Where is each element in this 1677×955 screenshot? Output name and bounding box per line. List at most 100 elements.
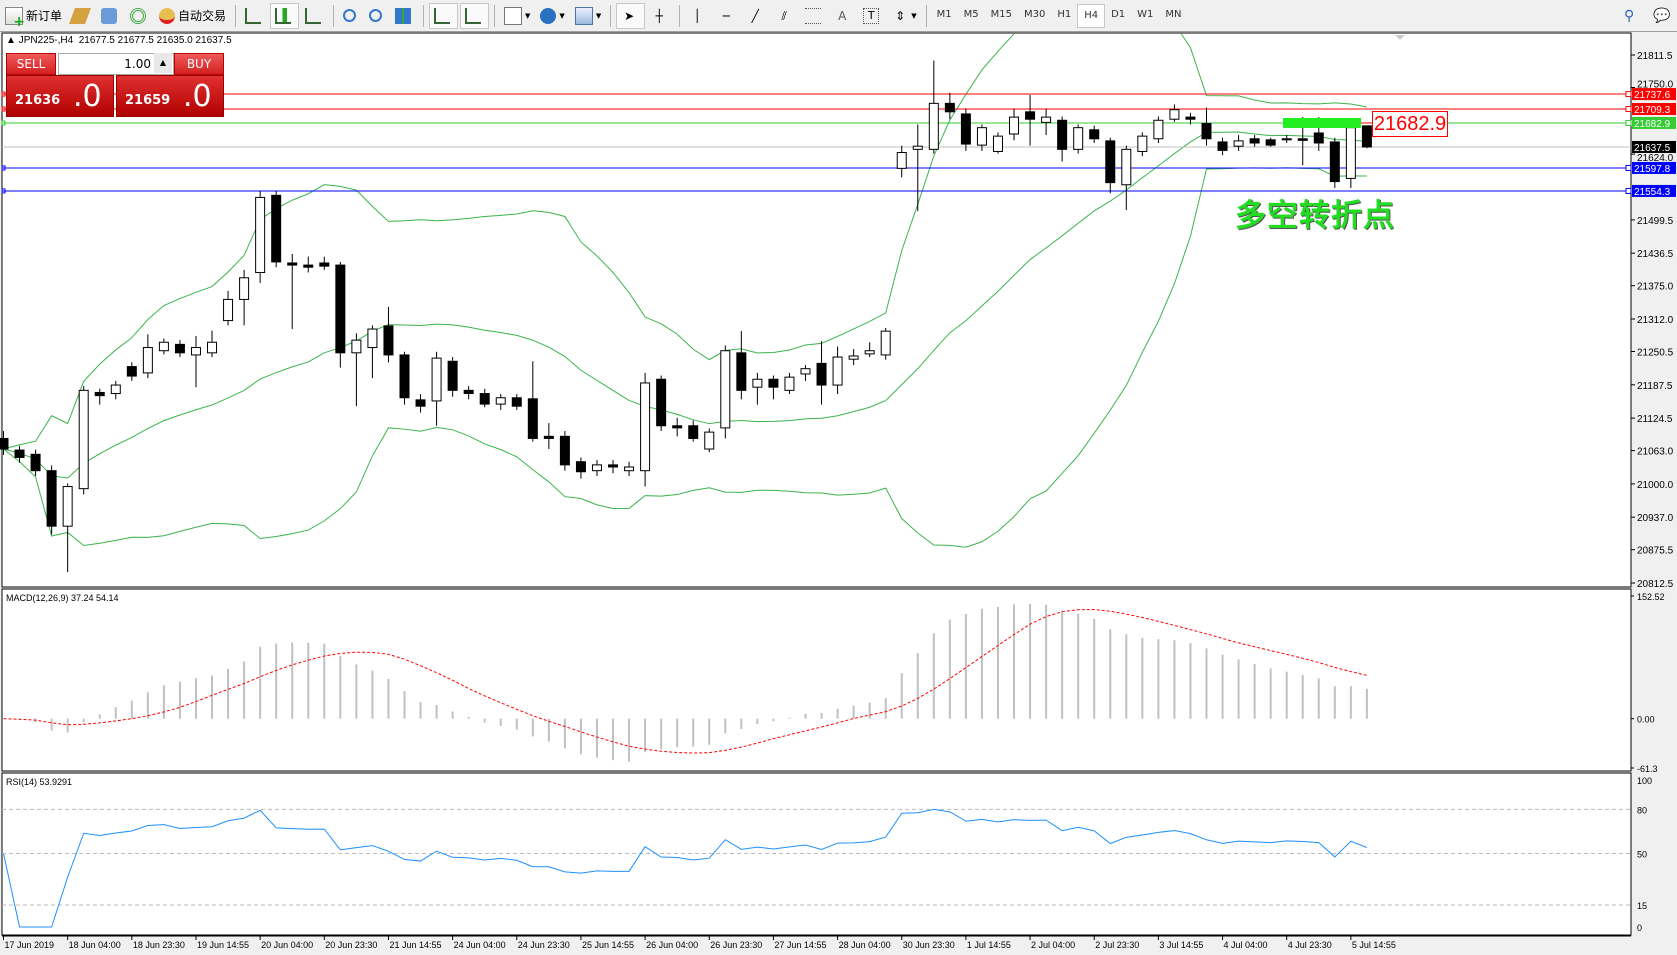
macd-panel	[1, 588, 1632, 772]
new-order-icon: +	[5, 6, 25, 29]
periods-icon	[540, 7, 557, 24]
bar-chart-button[interactable]	[241, 4, 268, 28]
candle-bullish	[752, 378, 763, 388]
crosshair-button[interactable]: ┼	[647, 4, 674, 28]
time-axis-bg	[0, 936, 1677, 955]
indicators-icon	[504, 6, 523, 25]
x-tick-label: 17 Jun 2019	[5, 940, 55, 950]
candle-bearish	[1297, 138, 1308, 141]
level-handle-left	[1, 106, 6, 112]
equidistant-channel-button[interactable]: ⫽	[772, 4, 799, 28]
timeframe-m15[interactable]: M15	[990, 9, 1012, 20]
trendline-button[interactable]: ╱	[743, 4, 770, 28]
data-window-button[interactable]	[97, 4, 124, 28]
buy-button[interactable]: BUY	[174, 53, 224, 75]
vertical-line-icon: │	[693, 8, 701, 23]
candle-bullish	[1073, 127, 1084, 150]
timeframe-m1[interactable]: M1	[936, 9, 952, 20]
x-tick-label: 26 Jun 23:30	[710, 940, 762, 950]
signals-icon	[130, 7, 147, 24]
autoscroll-icon	[434, 7, 451, 24]
sell-price-fraction: .0	[73, 79, 102, 114]
fibonacci-icon	[805, 7, 822, 24]
candle-bearish	[415, 399, 426, 407]
candle-bullish	[239, 277, 250, 300]
indicators-button[interactable]: ▼	[500, 4, 534, 28]
candle-bullish	[431, 357, 442, 402]
candle-bearish	[1201, 122, 1212, 140]
timeframe-m5[interactable]: M5	[963, 9, 979, 20]
zoom-in-button[interactable]	[339, 4, 363, 28]
price-tag-label: 21637.5	[1634, 143, 1671, 154]
zoom-out-button[interactable]	[365, 4, 389, 28]
new-order-button[interactable]: + 新订单	[1, 4, 66, 29]
signals-button[interactable]	[126, 4, 153, 28]
candle-bearish	[383, 325, 394, 356]
text-button[interactable]: A	[830, 4, 857, 28]
trendline-icon: ╱	[751, 8, 759, 23]
arrows-button[interactable]: ⇕ ▼	[888, 4, 920, 28]
sell-button[interactable]: SELL	[6, 53, 56, 75]
level-handle-left	[1, 91, 6, 97]
chat-button[interactable]: 💬	[1649, 4, 1676, 28]
candle-bullish	[848, 355, 859, 360]
level-handle-left	[1, 188, 6, 194]
rsi-label: RSI(14) 53.9291	[6, 777, 72, 787]
timeframe-d1[interactable]: D1	[1111, 9, 1126, 20]
x-tick-label: 4 Jul 04:00	[1224, 940, 1268, 950]
x-tick-label: 18 Jun 04:00	[69, 940, 121, 950]
reversal-point-annotation[interactable]: 多空转折点	[1235, 198, 1395, 234]
macd-tick-label: 152.52	[1637, 592, 1665, 602]
collapse-triangle-icon[interactable]: ▲	[6, 35, 16, 46]
x-tick-label: 26 Jun 04:00	[646, 940, 698, 950]
chart-header: ▲ JPN225-,H4 21677.5 21677.5 21635.0 216…	[6, 35, 232, 46]
price-tag-label: 21682.9	[1634, 119, 1671, 130]
search-button[interactable]: ⚲	[1620, 4, 1647, 28]
rsi-line	[3, 808, 1368, 928]
price-tag	[1632, 103, 1676, 116]
level-handle	[1625, 164, 1632, 171]
tile-windows-button[interactable]	[391, 4, 418, 28]
auto-trading-button[interactable]: 自动交易	[155, 4, 230, 28]
price-tag-label: 21737.6	[1634, 90, 1671, 101]
buy-price-button[interactable]: 21659 .0	[116, 75, 224, 117]
lot-value: 1.00	[124, 57, 151, 71]
lot-size-input[interactable]: 1.00	[58, 53, 174, 75]
timeframe-h4[interactable]: H4	[1077, 3, 1106, 28]
candle-bearish	[463, 389, 474, 395]
candle-bearish	[1057, 119, 1068, 150]
new-order-label: 新订单	[26, 9, 63, 23]
text-icon: A	[838, 8, 847, 23]
sell-price-button[interactable]: 21636 .0	[6, 75, 114, 117]
x-tick-label: 2 Jul 04:00	[1031, 940, 1075, 950]
timeframe-h1[interactable]: H1	[1057, 9, 1072, 20]
candlestick-button[interactable]	[270, 2, 300, 29]
candle-bearish	[1105, 140, 1116, 184]
candle-bullish	[624, 466, 635, 472]
price-tag	[1632, 184, 1676, 197]
candle-bullish	[1041, 116, 1052, 123]
templates-button[interactable]: ▼	[571, 4, 605, 28]
autoscroll-button[interactable]	[429, 2, 459, 29]
candle-bearish	[575, 461, 586, 473]
x-tick-label: 20 Jun 23:30	[325, 940, 377, 950]
fibonacci-button[interactable]	[801, 4, 828, 28]
vertical-line-button[interactable]: │	[685, 4, 712, 28]
cursor-button[interactable]: ➤	[616, 2, 646, 29]
line-chart-button[interactable]	[301, 4, 328, 28]
price-label-box[interactable]: 21682.9	[1372, 111, 1448, 137]
chart-shift-button[interactable]	[460, 2, 490, 29]
timeframe-mn[interactable]: MN	[1165, 9, 1182, 20]
x-tick-label: 20 Jun 04:00	[261, 940, 313, 950]
timeframe-m30[interactable]: M30	[1023, 9, 1046, 20]
lot-increase-button[interactable]: ▲	[154, 53, 172, 73]
text-label-button[interactable]: T	[859, 4, 886, 28]
timeframe-w1[interactable]: W1	[1137, 9, 1154, 20]
rsi-tick-label: 0	[1637, 923, 1642, 933]
periods-button[interactable]: ▼	[536, 4, 568, 28]
bar-chart-icon	[245, 7, 262, 24]
symbol-label: JPN225-,H4	[18, 35, 74, 46]
candle-bullish	[110, 384, 121, 395]
horizontal-line-button[interactable]: ─	[714, 4, 741, 28]
